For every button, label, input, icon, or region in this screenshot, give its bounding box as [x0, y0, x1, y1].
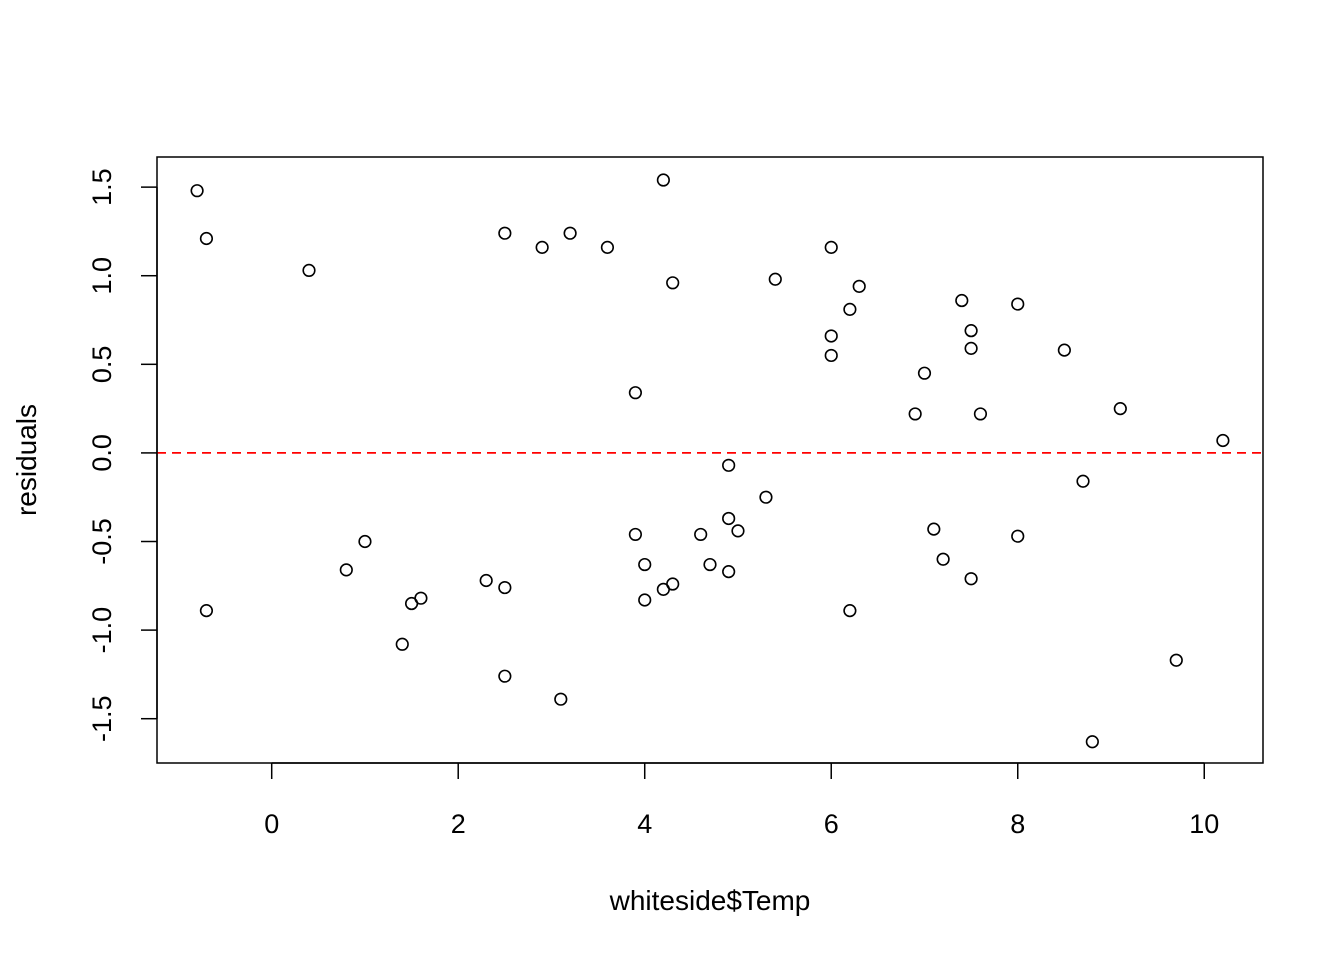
data-point [414, 591, 428, 605]
data-point [498, 580, 512, 595]
data-point [768, 272, 782, 286]
x-tick-label: 6 [824, 809, 839, 839]
data-point [955, 293, 969, 308]
y-tick-label: 0.0 [87, 434, 117, 472]
x-tick-label: 4 [637, 809, 652, 839]
y-tick-label: -0.5 [87, 518, 117, 565]
data-point [731, 524, 745, 538]
data-point [638, 557, 652, 572]
x-tick-label: 10 [1189, 809, 1219, 839]
data-point [666, 577, 680, 591]
x-axis: 0 2 4 6 8 10 [264, 762, 1219, 839]
data-point [843, 302, 857, 316]
data-point [199, 604, 214, 618]
data-point [498, 226, 512, 240]
data-point [199, 231, 214, 246]
data-point [1011, 297, 1025, 311]
data-point [498, 669, 512, 683]
data-point [908, 407, 922, 421]
x-axis-title: whiteside$Temp [609, 885, 811, 916]
data-point [703, 557, 717, 572]
data-point [535, 240, 549, 254]
data-point [190, 184, 204, 198]
data-point [964, 341, 978, 355]
data-point [600, 240, 615, 254]
data-point [666, 276, 680, 290]
y-tick-label: -1.0 [87, 607, 117, 654]
x-tick-label: 0 [264, 809, 279, 839]
data-point [722, 458, 736, 472]
data-point [917, 366, 932, 380]
data-point [638, 593, 652, 607]
data-point [479, 573, 493, 588]
data-point [852, 279, 866, 293]
data-point [964, 572, 978, 586]
data-point [722, 511, 736, 526]
data-point [395, 637, 409, 651]
data-point [1076, 474, 1090, 488]
data-point [694, 527, 708, 542]
x-tick-label: 8 [1010, 809, 1025, 839]
x-tick-label: 2 [451, 809, 466, 839]
y-axis: -1.5 -1.0 -0.5 0.0 0.5 1.0 1.5 [87, 168, 158, 742]
y-tick-label: 1.0 [87, 257, 117, 295]
y-tick-label: 1.5 [87, 168, 117, 206]
data-point [824, 240, 838, 254]
data-point [1216, 433, 1230, 448]
plot-frame [156, 156, 1264, 764]
data-point [936, 552, 950, 566]
data-point [656, 173, 670, 187]
data-point [302, 263, 316, 278]
y-tick-label: 0.5 [87, 346, 117, 384]
data-point [722, 565, 736, 579]
data-points [190, 173, 1230, 749]
data-point [563, 226, 577, 240]
data-point [759, 490, 773, 504]
data-point [1113, 402, 1127, 416]
data-point [973, 407, 988, 421]
data-point [1011, 529, 1025, 543]
y-tick-label: -1.5 [87, 695, 117, 742]
data-point [843, 604, 857, 618]
data-point [927, 522, 941, 536]
data-point [1057, 343, 1071, 357]
data-point [1169, 653, 1183, 667]
y-axis-title: residuals [11, 404, 42, 516]
data-point [628, 527, 642, 542]
data-point [339, 563, 353, 577]
data-point [1085, 735, 1099, 749]
data-point [964, 324, 978, 338]
data-point [824, 348, 838, 363]
data-point [358, 534, 372, 549]
data-point [628, 386, 642, 400]
data-point [554, 692, 568, 706]
data-point [824, 329, 838, 343]
